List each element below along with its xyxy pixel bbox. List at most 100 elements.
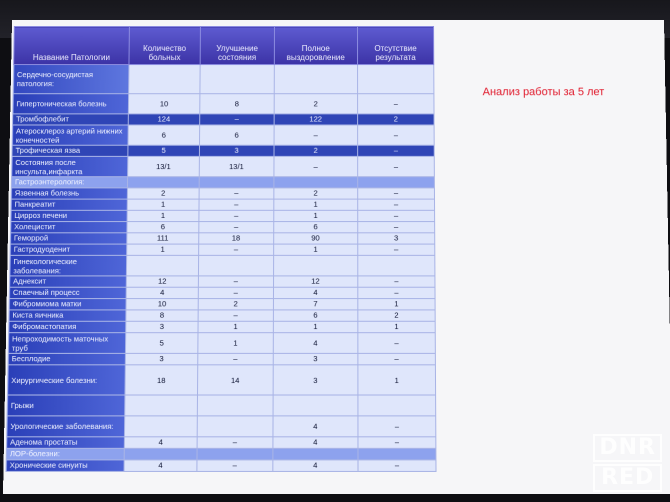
- table-row: Урологические заболевания: 4–: [6, 415, 436, 437]
- pathology-name-cell: Аднексит: [9, 275, 127, 288]
- table-row: Цирроз печени 1–1–: [10, 210, 435, 222]
- value-cell: –: [198, 275, 274, 288]
- value-cell: 4: [273, 332, 358, 354]
- value-cell: –: [357, 244, 435, 256]
- value-cell: 4: [272, 436, 358, 449]
- header-pathology-name: Название Патологии: [13, 26, 130, 65]
- value-cell: [272, 395, 358, 416]
- value-cell: [197, 395, 273, 416]
- value-cell: –: [198, 187, 274, 200]
- value-cell: 4: [272, 459, 358, 472]
- value-cell: 3: [272, 364, 358, 396]
- value-cell: 1: [273, 210, 358, 222]
- value-cell: 10: [128, 93, 200, 114]
- value-cell: –: [198, 221, 274, 233]
- value-cell: 4: [126, 287, 199, 299]
- value-cell: [198, 255, 274, 276]
- value-cell: 3: [125, 321, 198, 333]
- value-cell: [124, 415, 198, 437]
- table-row: Геморрой 111 18 90 3: [10, 232, 435, 245]
- table-row: Трофическая язва 5 3 2–: [11, 145, 435, 157]
- value-cell: [124, 448, 197, 460]
- table-row: Хронические синуиты 4–4–: [5, 459, 437, 472]
- pathology-name-cell: Фибромиома матки: [9, 298, 127, 310]
- value-cell: –: [357, 275, 435, 288]
- value-cell: 3: [273, 353, 358, 365]
- table-row: Фибромастопатия 3 1 1 1: [8, 321, 436, 333]
- table-row: Спаечный процесс 4–4–: [9, 287, 436, 299]
- value-cell: 4: [124, 436, 197, 449]
- header-full-recovery: Полное выздоровление: [274, 26, 358, 65]
- value-cell: –: [198, 210, 274, 222]
- table-row: Аднексит 12–12–: [9, 275, 435, 288]
- pathology-name-cell: Холецистит: [10, 221, 128, 233]
- watermark-logo: DNR RED: [593, 432, 662, 492]
- value-cell: 5: [125, 332, 198, 354]
- pathology-table: Название Патологии Количество больных Ул…: [5, 26, 437, 472]
- pathology-name-cell: Гипертоническая болезнь: [12, 93, 129, 114]
- value-cell: 7: [273, 298, 358, 310]
- value-cell: [274, 64, 358, 94]
- value-cell: 10: [125, 298, 199, 310]
- header-improvement: Улучшение состояния: [199, 26, 275, 65]
- pathology-name-cell: Панкреатит: [10, 199, 128, 211]
- table-header-row: Название Патологии Количество больных Ул…: [13, 26, 434, 65]
- value-cell: 1: [357, 321, 436, 333]
- header-patient-count: Количество больных: [128, 26, 201, 65]
- watermark-line-2: RED: [593, 464, 662, 492]
- value-cell: 1: [273, 244, 358, 256]
- table-row: Гинекологические заболевания:: [9, 255, 435, 276]
- pathology-name-cell: Хирургические болезни:: [7, 364, 126, 396]
- value-cell: 2: [357, 309, 436, 322]
- value-cell: –: [196, 436, 273, 449]
- value-cell: 1: [127, 199, 199, 211]
- value-cell: [273, 176, 358, 188]
- value-cell: 1: [126, 244, 199, 256]
- value-cell: –: [197, 353, 274, 365]
- table-row: Аденома простаты 4–4–: [6, 436, 436, 449]
- pathology-name-cell: Фибромастопатия: [8, 321, 126, 333]
- value-cell: 4: [124, 459, 197, 472]
- table-row: Гастроэнтерология:: [11, 176, 435, 188]
- value-cell: 1: [197, 321, 274, 333]
- value-cell: 3: [199, 145, 274, 157]
- value-cell: [357, 176, 435, 188]
- value-cell: 5: [127, 145, 200, 157]
- value-cell: 2: [273, 145, 358, 157]
- value-cell: 14: [197, 364, 274, 396]
- pathology-name-cell: Состояния после инсульта,инфаркта: [11, 156, 128, 177]
- table-row: ЛОР-болезни:: [6, 448, 436, 460]
- value-cell: 2: [197, 298, 274, 310]
- value-cell: 2: [127, 187, 199, 200]
- value-cell: 8: [199, 93, 275, 114]
- value-cell: 2: [273, 93, 358, 114]
- value-cell: 6: [273, 309, 358, 322]
- pathology-name-cell: Бесплодие: [8, 353, 126, 365]
- value-cell: –: [357, 459, 437, 472]
- value-cell: 1: [197, 332, 274, 354]
- value-cell: 2: [273, 187, 358, 200]
- value-cell: [126, 255, 199, 276]
- value-cell: –: [357, 287, 436, 299]
- table-row: Сердечно-сосудистая патология:: [13, 64, 434, 94]
- value-cell: [357, 448, 436, 460]
- value-cell: 1: [357, 298, 436, 310]
- value-cell: 3: [357, 232, 435, 245]
- value-cell: 122: [273, 113, 358, 125]
- value-cell: [196, 448, 273, 460]
- value-cell: –: [357, 187, 435, 200]
- watermark-line-1: DNR: [593, 434, 662, 462]
- table-row: Киста яичника 8–6 2: [8, 309, 436, 322]
- value-cell: 3: [125, 353, 198, 365]
- value-cell: 6: [273, 221, 358, 233]
- value-cell: 1: [127, 210, 199, 222]
- value-cell: –: [357, 93, 435, 114]
- value-cell: 12: [126, 275, 199, 288]
- pathology-name-cell: Цирроз печени: [10, 210, 128, 222]
- analysis-caption: Анализ работы за 5 лет: [482, 86, 605, 99]
- value-cell: 13/1: [127, 156, 200, 177]
- pathology-name-cell: Урологические заболевания:: [6, 415, 125, 437]
- value-cell: –: [357, 332, 436, 354]
- pathology-name-cell: Аденома простаты: [6, 436, 125, 449]
- value-cell: 6: [126, 221, 199, 233]
